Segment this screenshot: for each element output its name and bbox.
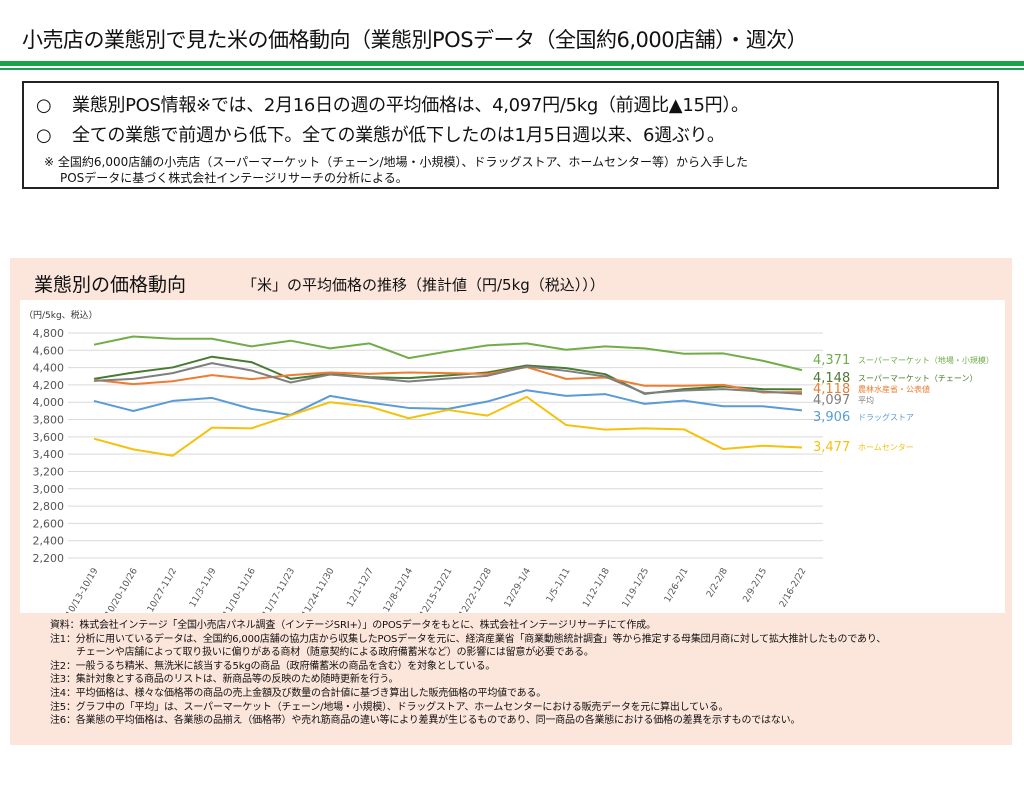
series-end-value: 4,371 bbox=[813, 353, 850, 368]
note-2: 注2：一般うるち精米、無洗米に該当する5kgの商品（政府備蓄米の商品を含む）を対… bbox=[50, 660, 496, 672]
summary-line-2: ○ 全ての業態で前週から低下。全ての業態が低下したのは1月5日週以来、6週ぶり。 bbox=[36, 121, 725, 147]
x-tick-label: 11/10-11/16 bbox=[222, 566, 258, 613]
x-tick-label: 12/1-12/7 bbox=[345, 567, 375, 610]
y-tick-label: 2,400 bbox=[33, 535, 65, 548]
y-tick-label: 4,400 bbox=[33, 362, 65, 375]
note-4: 注4：平均価格は、様々な価格帯の商品の売上金額及び数量の合計値に基づき算出した販… bbox=[50, 687, 547, 699]
x-tick-label: 10/13-10/19 bbox=[64, 566, 100, 613]
x-tick-label: 2/9-2/15 bbox=[742, 567, 770, 605]
summary-footnote-1: ※ 全国約6,000店舗の小売店（スーパーマーケット（チェーン/地場・小規模）、… bbox=[44, 155, 748, 169]
series-line bbox=[93, 362, 803, 395]
panel-subtitle: 「米」の平均価格の推移（推計値（円/5kg（税込））） bbox=[242, 276, 605, 294]
x-tick-label: 12/29-1/4 bbox=[503, 566, 534, 609]
y-tick-label: 4,200 bbox=[33, 379, 65, 392]
y-tick-label: 4,000 bbox=[33, 396, 65, 409]
y-tick-label: 3,200 bbox=[33, 465, 65, 478]
title-rule bbox=[0, 61, 1024, 66]
summary-text: 全ての業態で前週から低下。全ての業態が低下したのは1月5日週以来、6週ぶり。 bbox=[72, 125, 725, 146]
legend-label: ドラッグストア bbox=[858, 412, 914, 422]
x-tick-label: 11/17-11/23 bbox=[261, 567, 297, 614]
summary-text: 業態別POS情報※では、2月16日の週の平均価格は、4,097円/5kg（前週比… bbox=[72, 95, 749, 116]
y-tick-label: 4,800 bbox=[33, 327, 65, 340]
series-end-value: 3,906 bbox=[813, 410, 850, 425]
y-tick-label: 3,800 bbox=[33, 414, 65, 427]
y-tick-label: 2,800 bbox=[33, 500, 65, 513]
note-1-cont: チェーンや店舗によって取り扱いに偏りがある商材（随意契約による政府備蓄米など）の… bbox=[76, 647, 594, 659]
x-tick-label: 1/26-2/1 bbox=[663, 567, 691, 605]
summary-line-1: ○ 業態別POS情報※では、2月16日の週の平均価格は、4,097円/5kg（前週… bbox=[36, 91, 749, 117]
series-line bbox=[93, 395, 803, 457]
series-end-value: 4,097 bbox=[813, 393, 850, 408]
x-tick-label: 1/19-1/25 bbox=[621, 567, 651, 610]
x-tick-label: 2/16-2/22 bbox=[778, 567, 808, 610]
x-tick-label: 1/5-1/11 bbox=[545, 567, 573, 605]
series-end-value: 4,148 bbox=[813, 371, 850, 386]
x-tick-label: 11/24-11/30 bbox=[300, 566, 336, 613]
line-chart: （円/5kg、税込） 4,800 4,600 4,400 4,200 4,000 3,800… bbox=[24, 309, 994, 614]
x-tick-label: 12/8-12/14 bbox=[382, 566, 415, 613]
note-6: 注6：各業態の平均価格は、各業態の品揃え（価格帯）や売れ筋商品の違い等により差異… bbox=[50, 715, 801, 727]
legend-label: 農林水産省・公表値 bbox=[858, 384, 930, 394]
y-tick-label: 2,200 bbox=[33, 552, 65, 565]
series-end-value: 4,118 bbox=[813, 382, 850, 397]
chart-panel: 業態別の価格動向 「米」の平均価格の推移（推計値（円/5kg（税込））） （円/… bbox=[10, 258, 1012, 745]
series-line bbox=[93, 355, 803, 395]
bullet-icon: ○ bbox=[36, 95, 52, 116]
y-tick-label: 3,000 bbox=[33, 483, 65, 496]
note-5: 注5：グラフ中の「平均」は、スーパーマーケット（チェーン/地場・小規模）、ドラッ… bbox=[50, 701, 729, 713]
bullet-icon: ○ bbox=[36, 125, 52, 146]
panel-title: 業態別の価格動向 bbox=[34, 274, 187, 296]
y-tick-label: 3,400 bbox=[33, 448, 65, 461]
legend-label: スーパーマーケット（地場・小規模） bbox=[858, 355, 994, 365]
series-end-value: 3,477 bbox=[813, 440, 850, 455]
summary-footnote-2: POSデータに基づく株式会社インテージリサーチの分析による。 bbox=[60, 171, 408, 185]
x-tick-label: 10/20-10/26 bbox=[104, 566, 140, 613]
summary-box: ○ 業態別POS情報※では、2月16日の週の平均価格は、4,097円/5kg（前週… bbox=[22, 81, 999, 189]
y-axis-unit-label: （円/5kg、税込） bbox=[24, 309, 98, 321]
legend-label: 平均 bbox=[858, 395, 874, 405]
x-tick-label: 10/27-11/2 bbox=[146, 567, 179, 614]
series-line bbox=[93, 366, 803, 394]
y-tick-label: 4,600 bbox=[33, 344, 65, 357]
series-line bbox=[93, 389, 803, 416]
notes: 資料：株式会社インテージ「全国小売店パネル調査（インテージSRI+）」のPOSデ… bbox=[50, 619, 886, 728]
legend-label: ホームセンター bbox=[858, 443, 914, 452]
note-1: 注1：分析に用いているデータは、全国約6,000店舗の協力店から収集したPOSデ… bbox=[50, 633, 887, 645]
note-source: 資料：株式会社インテージ「全国小売店パネル調査（インテージSRI+）」のPOSデ… bbox=[50, 620, 656, 631]
page-title: 小売店の業態別で見た米の価格動向（業態別POSデータ（全国約6,000店舗）・週… bbox=[22, 28, 808, 52]
y-tick-label: 2,600 bbox=[33, 517, 65, 530]
y-tick-label: 3,600 bbox=[33, 431, 65, 444]
x-tick-label: 12/22-12/28 bbox=[458, 566, 494, 613]
chart-area: （円/5kg、税込） 4,800 4,600 4,400 4,200 4,000 3,800… bbox=[20, 300, 1005, 613]
x-tick-label: 12/15-12/21 bbox=[418, 567, 454, 614]
x-tick-label: 11/3-11/9 bbox=[188, 566, 219, 609]
series-line bbox=[93, 335, 803, 372]
note-3: 注3：集計対象とする商品のリストは、新商品等の反映のため随時更新を行う。 bbox=[50, 674, 399, 686]
title-rule-thin bbox=[0, 68, 1024, 70]
legend-label: スーパーマーケット（チェーン） bbox=[858, 374, 978, 383]
x-tick-label: 2/2-2/8 bbox=[705, 566, 730, 599]
x-tick-label: 1/12-1/18 bbox=[581, 566, 612, 609]
